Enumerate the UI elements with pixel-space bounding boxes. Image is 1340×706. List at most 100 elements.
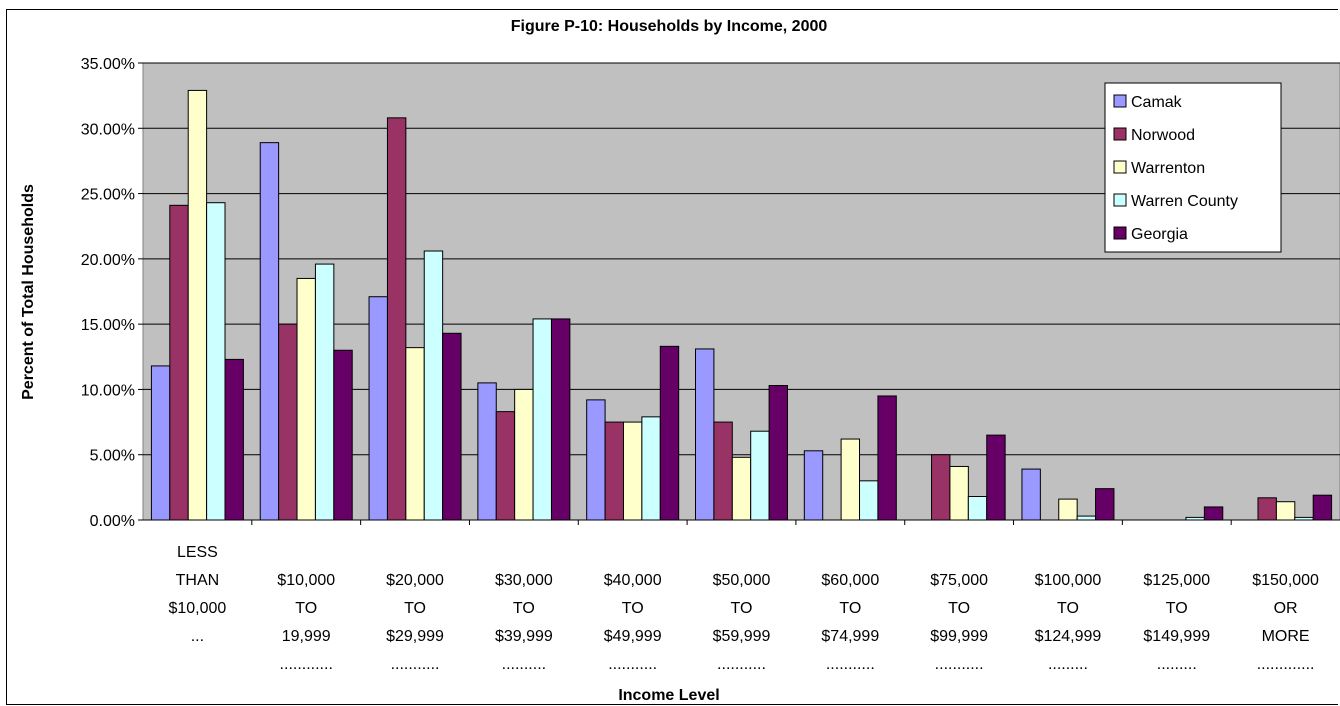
bar [931,454,951,521]
x-tick-label: ... [191,628,204,645]
bar [278,323,298,521]
bar [150,365,171,521]
x-tick-label: 19,999 [282,628,331,645]
bar [206,202,226,521]
bar [1095,488,1115,521]
bar [532,318,552,521]
bar [187,89,208,521]
bar [1076,515,1097,521]
x-tick-label: $50,000 [713,572,771,589]
x-tick-label: ......... [1048,656,1088,673]
x-tick-label: TO [622,600,644,617]
bar [659,345,680,521]
bar [1058,498,1078,521]
y-tick-label: 5.00% [90,448,135,465]
x-tick-label: TO [404,600,426,617]
legend-swatch [1113,94,1127,108]
bar [477,382,497,521]
x-tick-label: $124,999 [1035,628,1102,645]
bar [622,421,643,521]
bar [713,421,733,521]
x-tick-label: $150,000 [1252,572,1319,589]
bar [333,349,353,521]
bar [405,347,425,521]
x-tick-label: ........... [717,656,766,673]
bar [1203,506,1224,521]
x-tick-label: ......... [1157,656,1197,673]
x-axis-label: Income Level [618,687,719,704]
bar [695,348,715,521]
legend: Camak Norwood Warrenton Warren County Georgi… [1104,82,1282,253]
legend-swatch [1113,160,1127,174]
bar [1257,497,1277,521]
x-tick-label: TO [295,600,317,617]
bar [296,277,316,521]
x-tick-label: TO [948,600,970,617]
x-tick-label: $10,000 [168,600,226,617]
bar [169,204,189,521]
x-tick-label: TO [731,600,753,617]
bar [1312,494,1333,521]
x-tick-label: $74,999 [821,628,879,645]
bar [1021,468,1041,521]
x-tick-label: $75,000 [930,572,988,589]
x-tick-label: $60,000 [821,572,879,589]
x-axis-ticks: LESS THAN $10,000... $10,000 TO 19,999.......… [168,520,1319,673]
y-tick-label: 20.00% [81,252,135,269]
legend-label: Norwood [1131,127,1195,144]
legend-label: Camak [1131,94,1183,111]
x-tick-label: $30,000 [495,572,553,589]
bar [514,388,534,521]
y-tick-label: 35.00% [81,56,135,73]
x-tick-label: $10,000 [277,572,335,589]
x-tick-label: ........... [826,656,875,673]
bar [986,434,1006,521]
bar [442,332,462,521]
x-tick-label: ............. [1257,656,1315,673]
x-tick-label: TO [513,600,535,617]
legend-swatch [1113,127,1127,141]
chart-title: Figure P-10: Households by Income, 2000 [511,18,828,35]
bar [641,416,661,521]
x-tick-label: $40,000 [604,572,662,589]
x-tick-label: $39,999 [495,628,553,645]
bar [259,142,280,521]
x-tick-label: $49,999 [604,628,662,645]
bar [949,465,969,521]
x-tick-label: ............ [280,656,333,673]
x-tick-label: TO [1057,600,1079,617]
bar [423,250,444,521]
y-tick-label: 15.00% [81,317,135,334]
x-tick-label: TO [839,600,861,617]
x-tick-label: ........... [608,656,657,673]
bar [314,263,335,521]
bar [877,395,897,521]
bar [859,480,879,521]
x-tick-label: THAN [176,572,220,589]
y-tick-label: 30.00% [81,121,135,138]
x-tick-label: $20,000 [386,572,444,589]
y-axis-label: Percent of Total Households [20,184,37,400]
bar [550,318,571,521]
legend-label: Georgia [1131,226,1188,243]
bar [840,438,861,521]
x-tick-label: $100,000 [1035,572,1102,589]
bar [768,385,788,521]
bar [1275,501,1296,521]
x-tick-label: ........... [935,656,984,673]
bar [731,456,752,521]
x-tick-label: $125,000 [1143,572,1210,589]
y-tick-label: 0.00% [90,513,135,530]
bar [495,411,516,521]
y-tick-label: 10.00% [81,382,135,399]
bar [586,399,606,521]
legend-swatch [1113,226,1127,240]
x-tick-label: $99,999 [930,628,988,645]
x-tick-label: LESS [177,544,218,561]
x-tick-label: .......... [502,656,546,673]
x-tick-label: $29,999 [386,628,444,645]
x-tick-label: ........... [391,656,440,673]
legend-label: Warren County [1131,193,1238,210]
bar [604,421,624,521]
